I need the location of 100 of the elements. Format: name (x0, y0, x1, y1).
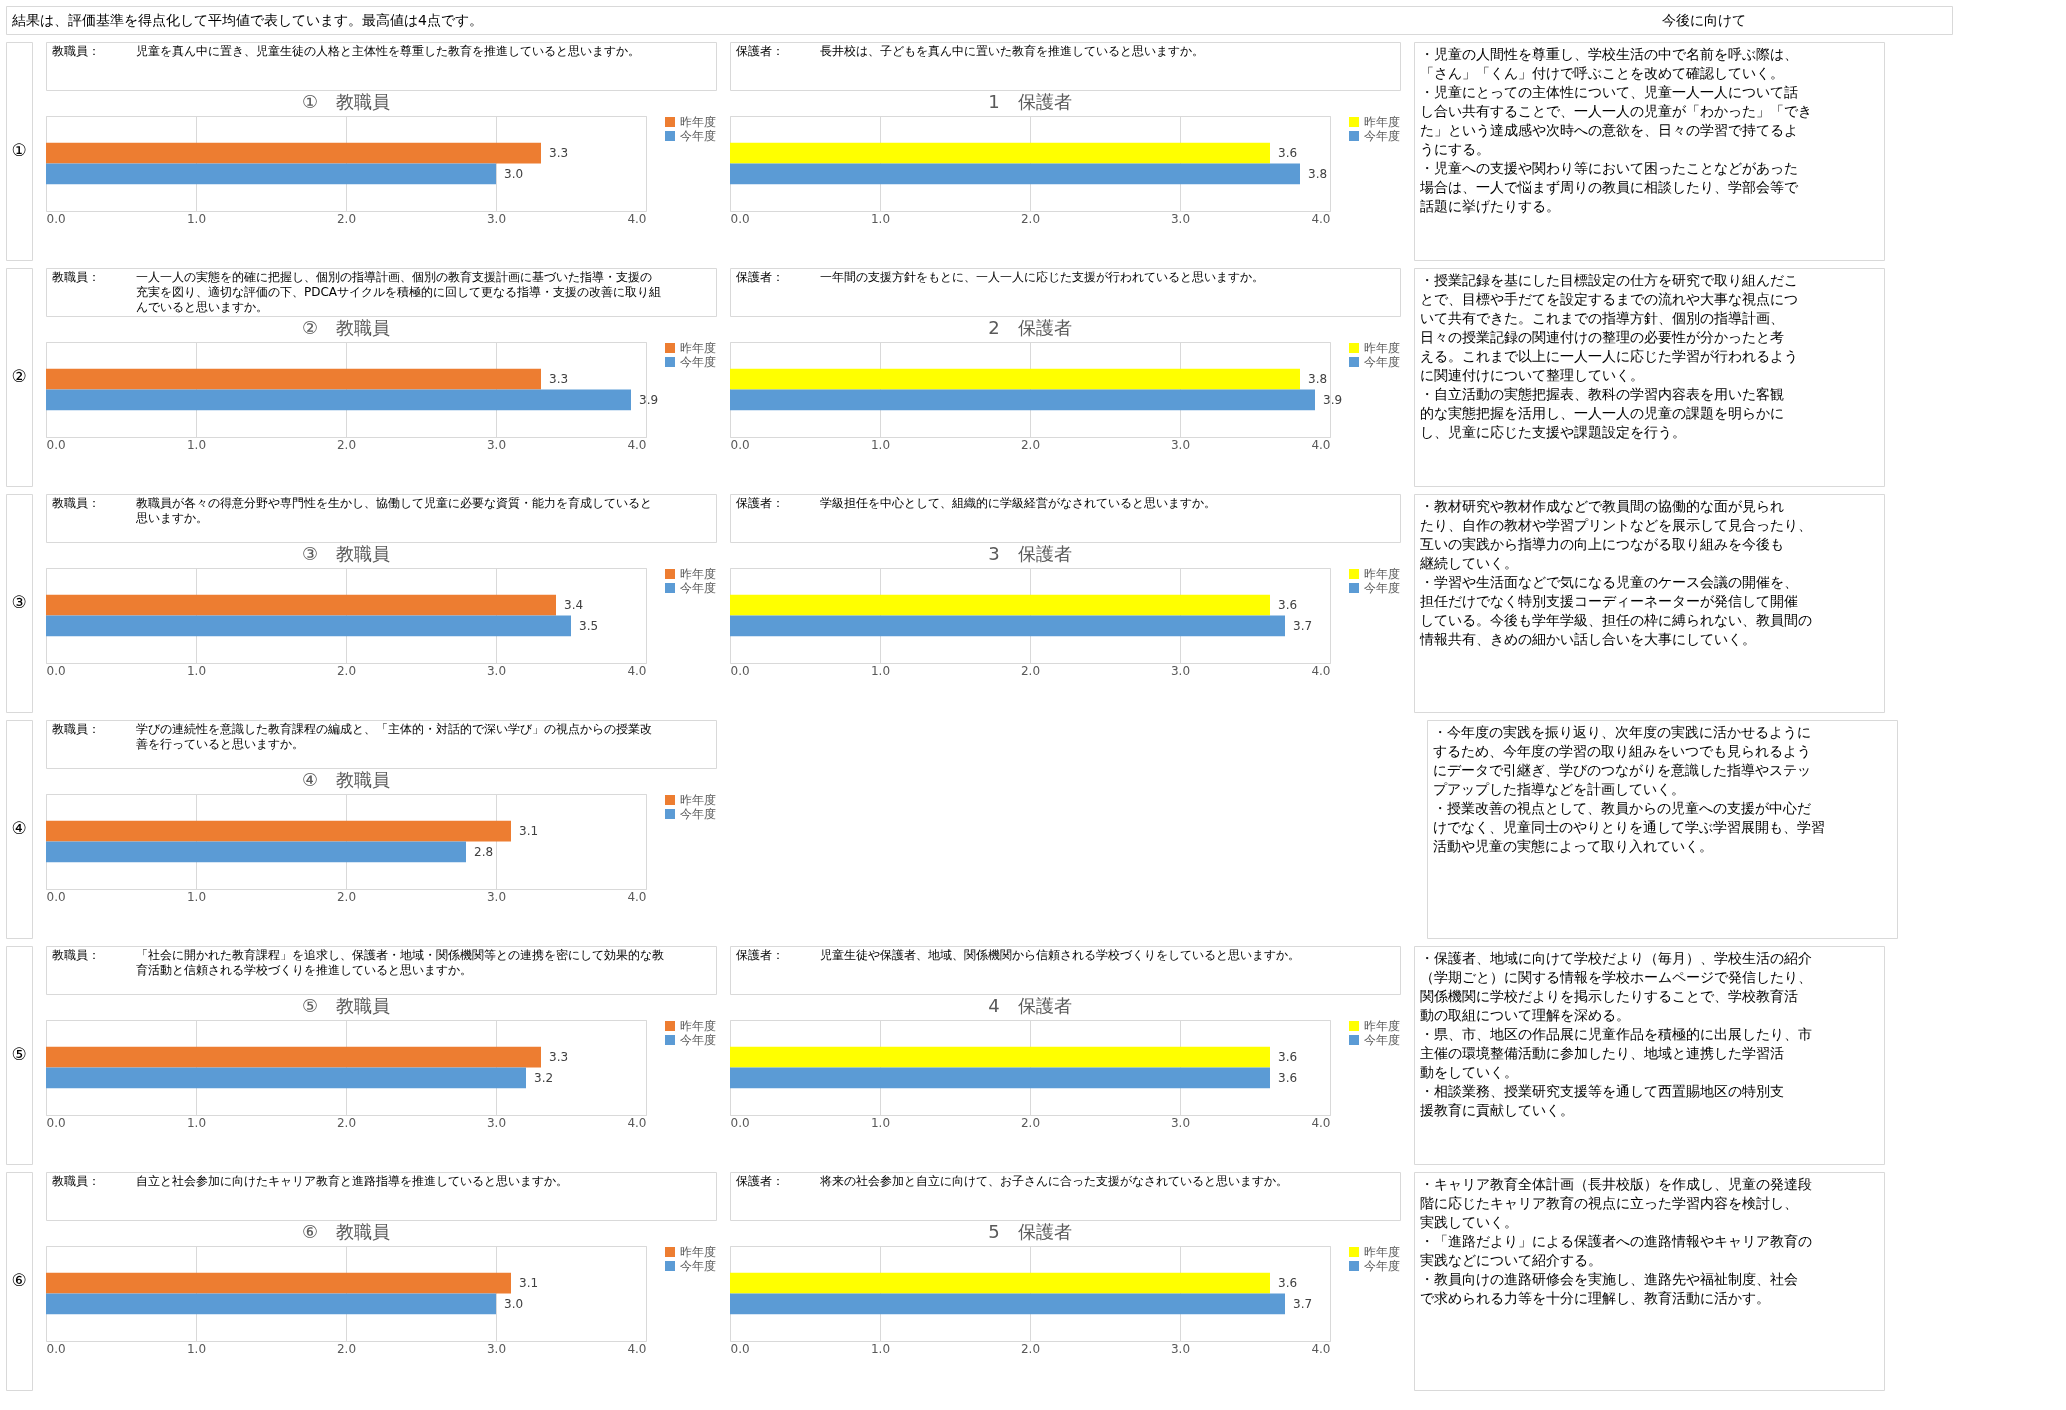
data-label: 3.3 (549, 146, 569, 161)
x-tick-label: 2.0 (336, 211, 357, 226)
data-label: 3.2 (534, 1070, 554, 1085)
text: たり、自作の教材や学習プリントなどを展示して見合ったり、 (1420, 517, 1812, 533)
legend-label: 昨年度 (680, 567, 716, 581)
x-tick-label: 2.0 (336, 1115, 357, 1130)
x-tick-label: 1.0 (186, 1341, 207, 1356)
text: ・教員向けの進路研修会を実施し、進路先や福祉制度、社会 (1420, 1271, 1798, 1287)
legend-label: 今年度 (1364, 355, 1400, 369)
legend-label: 昨年度 (1364, 115, 1400, 129)
text: ・相談業務、授業研究支援等を通して西置賜地区の特別支 (1420, 1083, 1784, 1099)
x-tick-label: 4.0 (1311, 211, 1331, 226)
text: で求められる力等を十分に理解し、教育活動に活かす。 (1420, 1290, 1770, 1306)
text: ・授業改善の視点として、教員からの児童への支援が中心だ (1433, 800, 1811, 816)
text: プアップした指導などを計画していく。 (1433, 781, 1685, 797)
text: 援教育に貢献していく。 (1420, 1102, 1574, 1118)
text: 教職員： (52, 496, 100, 510)
x-tick-label: 3.0 (486, 1341, 507, 1356)
text: している。今後も学年学級、担任の枠に縛られない、教員間の (1420, 612, 1812, 628)
text: 担任だけでなく特別支援コーディーネーターが発信して開催 (1420, 593, 1798, 609)
x-tick-label: 2.0 (1020, 211, 1041, 226)
x-tick-label: 2.0 (336, 1341, 357, 1356)
text: ① (11, 140, 27, 160)
legend-label: 今年度 (680, 355, 716, 369)
text: 保護者： (736, 496, 784, 510)
data-label: 3.7 (1293, 1296, 1313, 1311)
text: 階に応じたキャリア教育の視点に立った学習内容を検討し、 (1420, 1195, 1798, 1211)
text: 継続していく。 (1419, 555, 1518, 571)
data-label: 3.8 (1308, 166, 1328, 181)
text: んでいると思いますか。 (136, 300, 268, 314)
chart-title: 3 保護者 (988, 543, 1072, 564)
chart-title: ② 教職員 (301, 317, 391, 338)
x-tick-label: 2.0 (336, 437, 357, 452)
text: 自立と社会参加に向けたキャリア教育と進路指導を推進していると思いますか。 (136, 1174, 568, 1188)
x-tick-label: 4.0 (627, 211, 647, 226)
chart-title: ③ 教職員 (301, 543, 391, 564)
legend-label: 今年度 (680, 807, 716, 821)
legend-label: 昨年度 (1364, 567, 1400, 581)
text: 今後に向けて (1662, 12, 1746, 28)
x-tick-label: 1.0 (870, 1115, 891, 1130)
text: 教職員： (52, 948, 100, 962)
x-tick-label: 0.0 (730, 437, 750, 452)
data-label: 3.6 (1278, 1070, 1298, 1085)
data-label: 3.6 (1278, 1050, 1298, 1065)
x-tick-label: 1.0 (870, 437, 891, 452)
legend-label: 昨年度 (1364, 1245, 1400, 1259)
x-tick-label: 2.0 (336, 889, 357, 904)
text: 互いの実践から指導力の向上につながる取り組みを今後も (1420, 536, 1784, 552)
text: 動をしていく。 (1420, 1064, 1518, 1080)
text: 教職員が各々の得意分野や専門性を生かし、協働して児童に必要な資質・能力を育成していると (136, 496, 652, 510)
x-tick-label: 4.0 (1311, 1115, 1331, 1130)
text: にデータで引継ぎ、学びのつながりを意識した指導やステッ (1433, 762, 1811, 778)
x-tick-label: 1.0 (870, 663, 891, 678)
legend-label: 昨年度 (680, 341, 716, 355)
text: ・キャリア教育全体計画（長井校版）を作成し、児童の発達段 (1420, 1176, 1812, 1192)
data-label: 3.0 (504, 166, 524, 181)
legend-label: 今年度 (1364, 1033, 1400, 1047)
text: 保護者： (736, 1174, 784, 1188)
text: 日々の授業記録の関連付けの整理の必要性が分かったと考 (1420, 329, 1784, 345)
x-tick-label: 3.0 (1170, 211, 1191, 226)
data-label: 2.8 (474, 844, 494, 859)
x-tick-label: 0.0 (46, 663, 66, 678)
text: するため、今年度の学習の取り組みをいつでも見られるよう (1433, 743, 1811, 759)
x-tick-label: 4.0 (627, 437, 647, 452)
text: 一年間の支援方針をもとに、一人一人に応じた支援が行われていると思いますか。 (820, 270, 1264, 284)
text: ・県、市、地区の作品展に児童作品を積極的に出展したり、市 (1420, 1026, 1812, 1042)
x-tick-label: 1.0 (870, 211, 891, 226)
x-tick-label: 4.0 (627, 663, 647, 678)
x-tick-label: 3.0 (486, 1115, 507, 1130)
x-tick-label: 2.0 (336, 663, 357, 678)
text: ・児童の人間性を尊重し、学校生活の中で名前を呼ぶ際は、 (1420, 46, 1798, 62)
x-tick-label: 0.0 (730, 1115, 750, 1130)
x-tick-label: 3.0 (486, 437, 507, 452)
text: 善を行っていると思いますか。 (136, 737, 304, 751)
text: ・「進路だより」による保護者への進路情報やキャリア教育の (1420, 1233, 1812, 1249)
data-label: 3.3 (549, 1050, 569, 1065)
x-tick-label: 0.0 (46, 889, 66, 904)
data-label: 3.0 (504, 1296, 524, 1311)
text: 育活動と信頼される学校づくりを推進していると思いますか。 (136, 963, 472, 977)
legend-label: 今年度 (680, 581, 716, 595)
legend-label: 昨年度 (1364, 341, 1400, 355)
text: （学期ごと）に関する情報を学校ホームページで発信したり、 (1420, 969, 1812, 985)
data-label: 3.9 (639, 392, 659, 407)
x-tick-label: 0.0 (730, 1341, 750, 1356)
text: 学びの連続性を意識した教育課程の編成と、「主体的・対話的で深い学び」の視点からの授業改 (136, 722, 652, 736)
data-label: 3.6 (1278, 1276, 1298, 1291)
data-label: 3.5 (579, 618, 599, 633)
text: 結果は、評価基準を得点化して平均値で表しています。最高値は4点です。 (11, 12, 483, 28)
legend-label: 今年度 (1364, 581, 1400, 595)
x-tick-label: 4.0 (1311, 1341, 1331, 1356)
legend-label: 昨年度 (680, 115, 716, 129)
data-label: 3.1 (519, 1276, 539, 1291)
text: 主催の環境整備活動に参加したり、地域と連携した学習活 (1420, 1045, 1784, 1061)
text: ・児童にとっての主体性について、児童一人一人について話 (1420, 84, 1798, 100)
text: 長井校は、子どもを真ん中に置いた教育を推進していると思いますか。 (820, 44, 1204, 58)
text: 保護者： (736, 44, 784, 58)
x-tick-label: 1.0 (186, 663, 207, 678)
chart-title: 4 保護者 (988, 995, 1072, 1016)
x-tick-label: 2.0 (1020, 1115, 1041, 1130)
data-label: 3.9 (1323, 392, 1343, 407)
